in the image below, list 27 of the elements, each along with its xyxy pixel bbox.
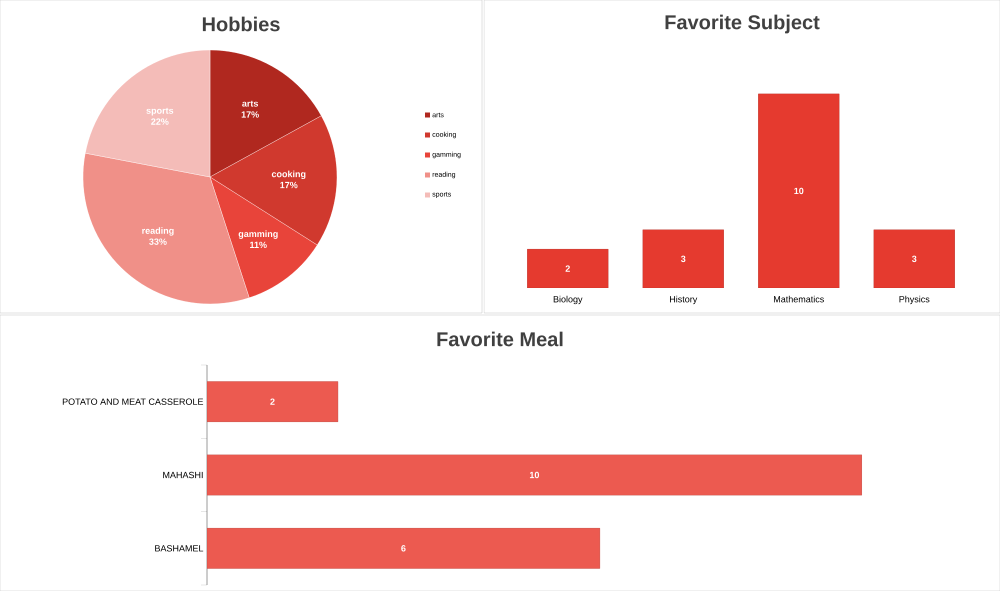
data-label: 17% <box>280 182 298 188</box>
data-label: 3 <box>680 256 686 262</box>
data-label: 33% <box>149 238 167 245</box>
data-label: 22% <box>151 118 169 125</box>
data-label: 11% <box>250 242 267 248</box>
data-label: 10 <box>530 472 540 478</box>
x-tick-label: History <box>670 296 698 304</box>
chart-title: Favorite Subject <box>666 14 820 34</box>
y-tick-label: BASHAMEL <box>155 545 204 552</box>
x-tick-label: Physics <box>899 296 930 304</box>
y-tick-label: POTATO AND MEAT CASSEROLE <box>62 398 204 405</box>
data-label: 6 <box>401 545 406 552</box>
chart-title: Favorite Meal <box>437 332 562 346</box>
x-tick-label: Mathematics <box>774 296 824 302</box>
x-tick-label: Biology <box>554 296 582 304</box>
chart-title: Hobbies <box>202 16 280 32</box>
slice-label: reading <box>142 227 174 236</box>
slice-label: sports <box>146 108 174 116</box>
slice-label: cooking <box>272 170 306 180</box>
data-label: 2 <box>270 398 275 405</box>
y-tick-label: MAHASHI <box>163 472 203 478</box>
data-label: 17% <box>242 111 259 118</box>
data-label: 2 <box>566 265 570 272</box>
data-label: 10 <box>794 188 804 194</box>
slice-label: gamming <box>238 230 278 239</box>
data-label: 3 <box>912 256 916 262</box>
slice-label: arts <box>242 100 258 107</box>
